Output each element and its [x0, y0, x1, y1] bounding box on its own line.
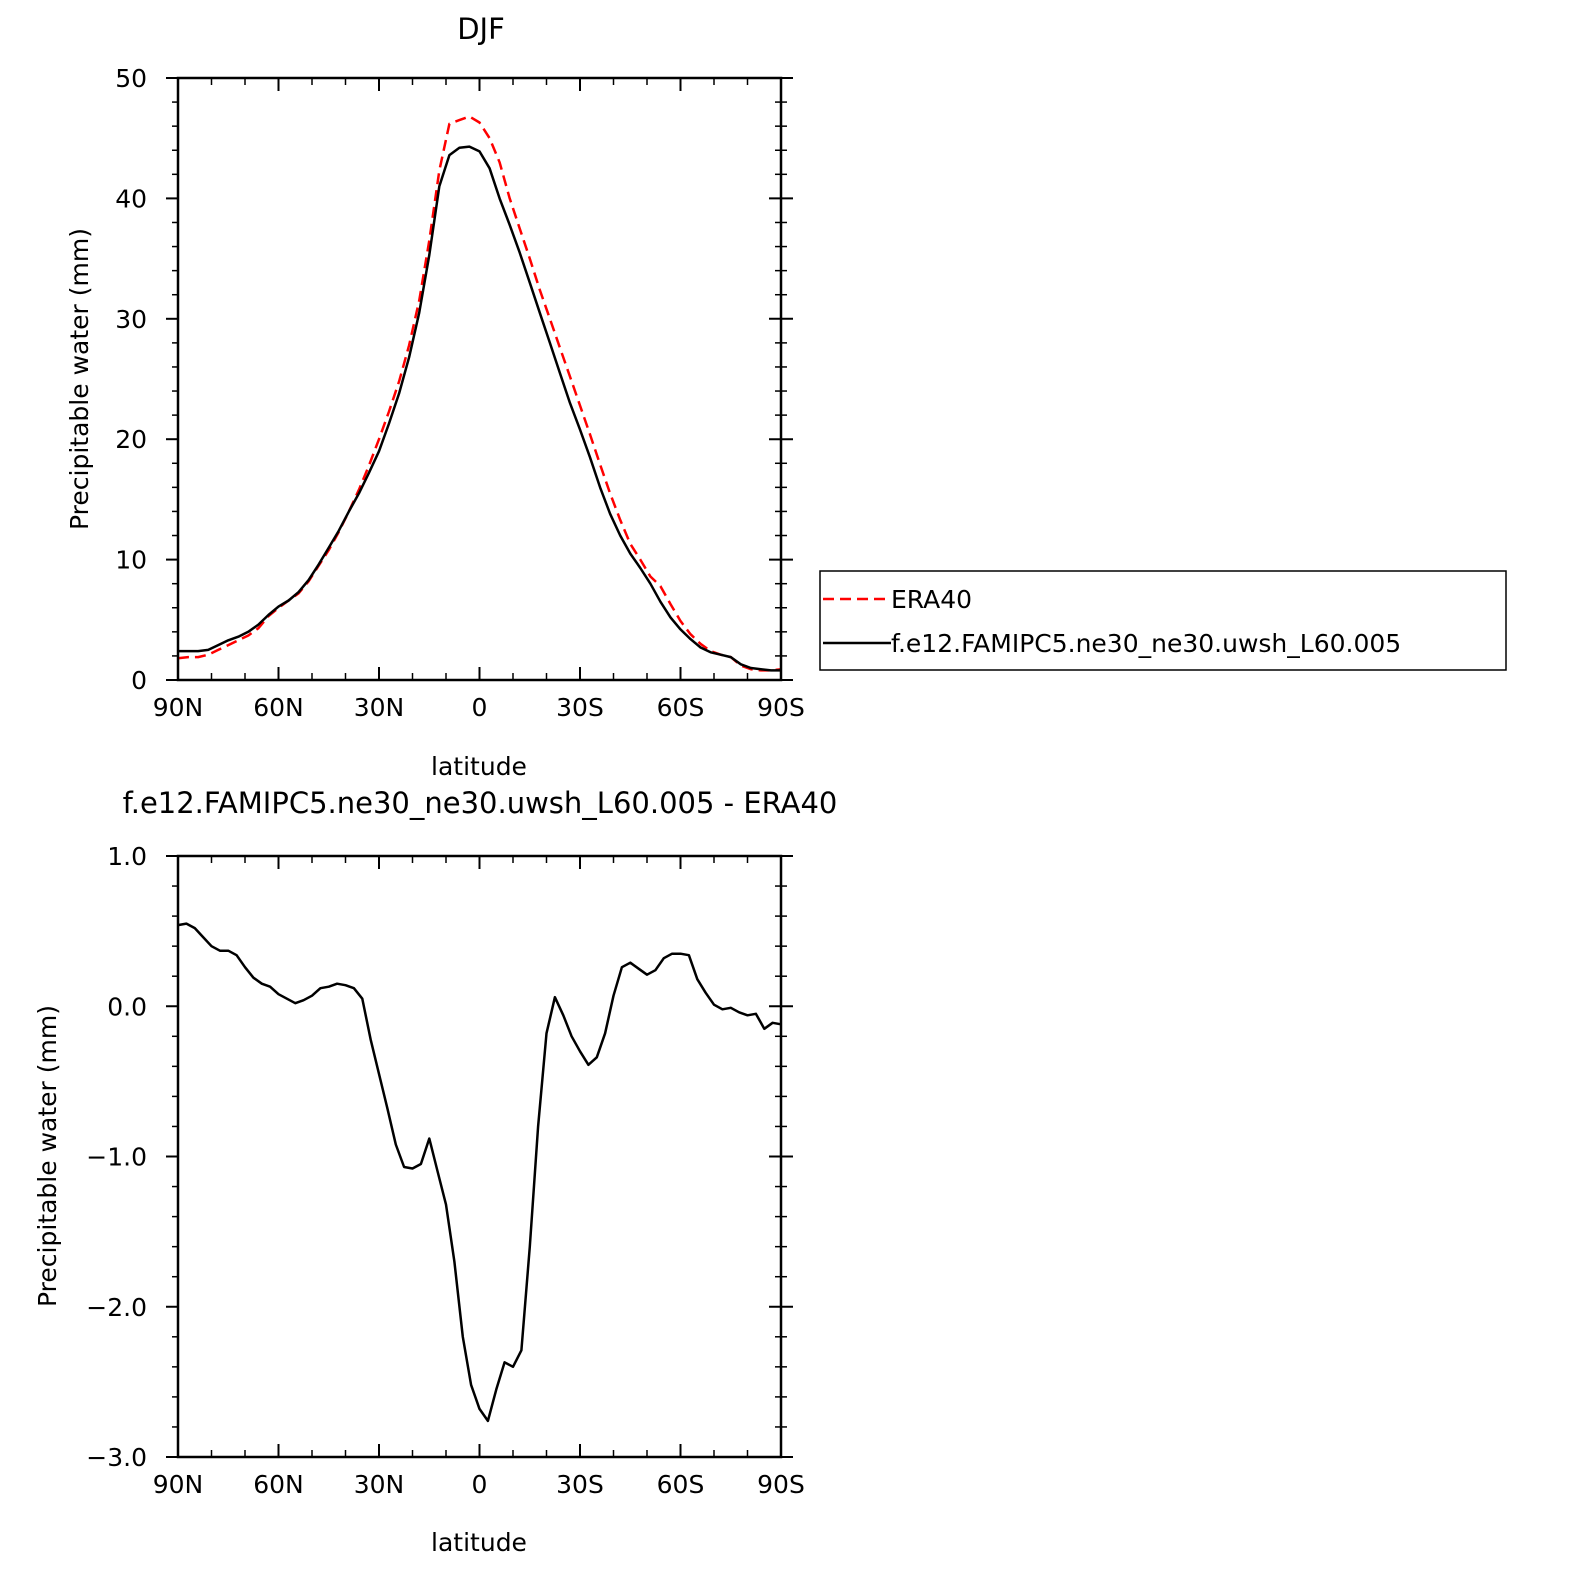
y-tick-label: 1.0: [107, 842, 147, 871]
bottom-y-axis-label: Precipitable water (mm): [33, 1005, 62, 1307]
top-plot-frame: [176, 76, 783, 682]
legend-box: [819, 570, 1507, 671]
y-tick-label: 50: [115, 64, 147, 93]
top-series-lines: [177, 115, 782, 672]
x-tick-label: 30S: [556, 693, 604, 722]
top-x-axis-label: latitude: [431, 752, 527, 781]
x-tick-label: 90N: [153, 1470, 204, 1499]
top-chart-title: DJF: [457, 12, 505, 46]
x-tick-label: 60N: [253, 1470, 304, 1499]
y-tick-label: −2.0: [86, 1293, 147, 1322]
series-line-0-0: [177, 115, 782, 672]
x-tick-label: 90S: [757, 1470, 805, 1499]
bottom-plot-frame: [176, 854, 783, 1459]
top-ticks: [166, 77, 793, 681]
y-tick-label: 20: [115, 425, 147, 454]
bottom-chart-title: f.e12.FAMIPC5.ne30_ne30.uwsh_L60.005 - E…: [123, 786, 838, 820]
top-tick-labels: 90N 60N 30N 0 30S 60S 90S 0 10 20 30 40 50: [115, 64, 805, 722]
x-tick-label: 60S: [657, 693, 705, 722]
series-line-1-0: [177, 922, 782, 1423]
series-line-0-1: [178, 145, 781, 672]
y-tick-label: −3.0: [86, 1443, 147, 1472]
bottom-tick-labels: 90N 60N 30N 0 30S 60S 90S −3.0 −2.0 −1.0 0.0 1.0: [86, 842, 805, 1499]
legend-label-model: f.e12.FAMIPC5.ne30_ne30.uwsh_L60.005: [891, 629, 1401, 658]
y-tick-label: 30: [115, 305, 147, 334]
bottom-ticks: [166, 855, 793, 1458]
x-tick-label: 60S: [657, 1470, 705, 1499]
x-tick-label: 30N: [354, 693, 405, 722]
x-tick-label: 60N: [253, 693, 304, 722]
x-tick-label: 30N: [354, 1470, 405, 1499]
y-tick-label: 10: [115, 546, 147, 575]
bottom-panel: f.e12.FAMIPC5.ne30_ne30.uwsh_L60.005 - E…: [33, 786, 837, 1557]
y-tick-label: 40: [115, 184, 147, 213]
x-tick-label: 90S: [757, 693, 805, 722]
top-panel: DJF 90N 60N 30N 0 30S 60S 90S 0 10 20 30 40 50 latit…: [65, 12, 805, 781]
legend-label-era40: ERA40: [891, 585, 972, 614]
bottom-series-lines: [177, 922, 782, 1423]
legend: ERA40 f.e12.FAMIPC5.ne30_ne30.uwsh_L60.0…: [819, 570, 1507, 671]
y-tick-label: −1.0: [86, 1143, 147, 1172]
y-tick-label: 0: [131, 666, 147, 695]
x-tick-label: 90N: [153, 693, 204, 722]
x-tick-label: 0: [472, 1470, 488, 1499]
x-tick-label: 0: [472, 693, 488, 722]
bottom-x-axis-label: latitude: [431, 1528, 527, 1557]
top-y-axis-label: Precipitable water (mm): [65, 228, 94, 530]
y-tick-label: 0.0: [107, 992, 147, 1021]
x-tick-label: 30S: [556, 1470, 604, 1499]
